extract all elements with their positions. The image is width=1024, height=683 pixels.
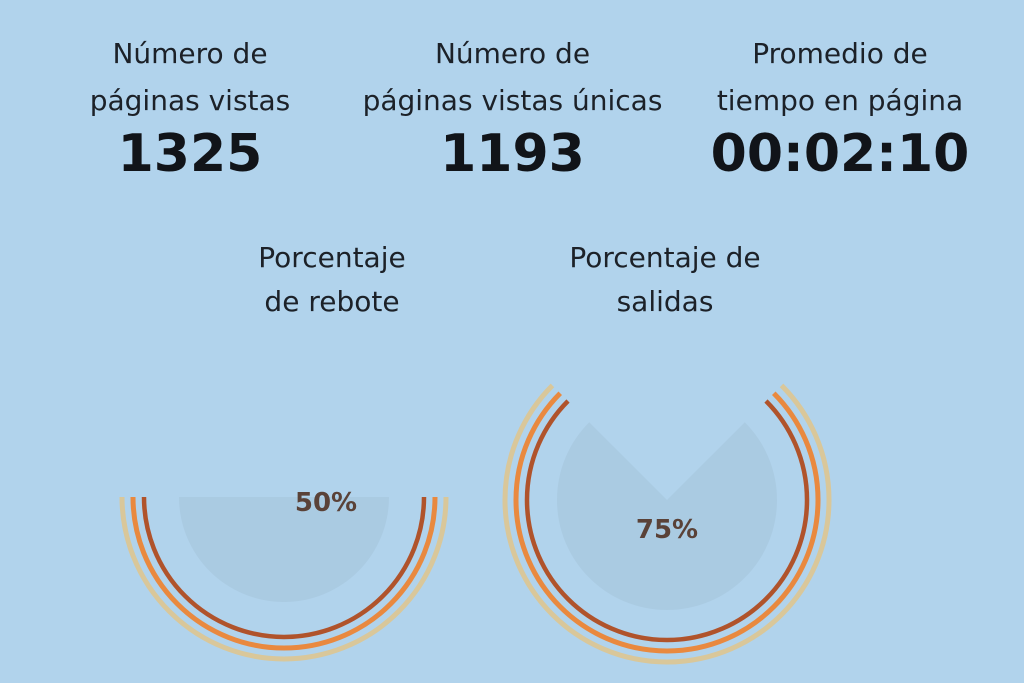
gauge-label-line1: Porcentaje de	[569, 241, 761, 274]
metric-unique-page-views: Número de páginas vistas únicas 1193	[340, 30, 685, 184]
gauge-label-exit-rate: Porcentaje de salidas	[540, 236, 790, 324]
metric-label-line2: páginas vistas	[89, 84, 291, 117]
metric-label-line1: Promedio de	[752, 37, 928, 70]
gauge-ring-inner	[141, 496, 427, 640]
gauge-label-line1: Porcentaje	[258, 241, 406, 274]
gauge-bounce-rate: 50%	[119, 488, 449, 662]
gauge-label-bounce-rate: Porcentaje de rebote	[232, 236, 432, 324]
gauge-ring-middle	[513, 391, 821, 654]
gauge-exit-rate: 75%	[502, 383, 832, 665]
gauge-ring-middle	[130, 496, 438, 651]
gauge-ring-inner	[524, 399, 810, 643]
gauge-percent-label: 75%	[636, 515, 698, 545]
metric-label-line2: páginas vistas únicas	[362, 84, 663, 117]
metric-label-line1: Número de	[434, 37, 591, 70]
gauge-label-line2: salidas	[616, 285, 714, 318]
metric-label-line2: tiempo en página	[716, 84, 964, 117]
metric-value: 00:02:10	[710, 124, 970, 184]
metric-avg-time-on-page: Promedio de tiempo en página 00:02:10	[690, 30, 990, 184]
gauge-percent-label: 50%	[295, 488, 357, 518]
metric-value: 1325	[117, 124, 263, 184]
gauge-ring-outer	[119, 496, 449, 662]
gauge-ring-outer	[502, 383, 832, 665]
metric-label-line1: Número de	[112, 37, 268, 70]
metric-value: 1193	[440, 124, 585, 184]
metric-page-views: Número de páginas vistas 1325	[70, 30, 310, 184]
gauge-fill-sector	[556, 422, 777, 611]
gauge-label-line2: de rebote	[264, 285, 400, 318]
gauge-fill-sector	[179, 497, 389, 602]
